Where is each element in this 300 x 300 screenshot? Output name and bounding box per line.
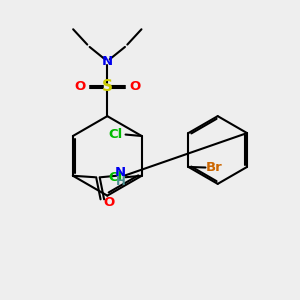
Text: Br: Br <box>205 161 222 174</box>
Text: N: N <box>102 55 113 68</box>
Text: N: N <box>115 166 126 179</box>
Text: O: O <box>103 196 114 209</box>
Text: O: O <box>74 80 86 93</box>
Text: O: O <box>129 80 140 93</box>
Text: S: S <box>102 79 113 94</box>
Text: Cl: Cl <box>109 128 123 141</box>
Text: H: H <box>116 175 125 188</box>
Text: Cl: Cl <box>109 171 123 184</box>
